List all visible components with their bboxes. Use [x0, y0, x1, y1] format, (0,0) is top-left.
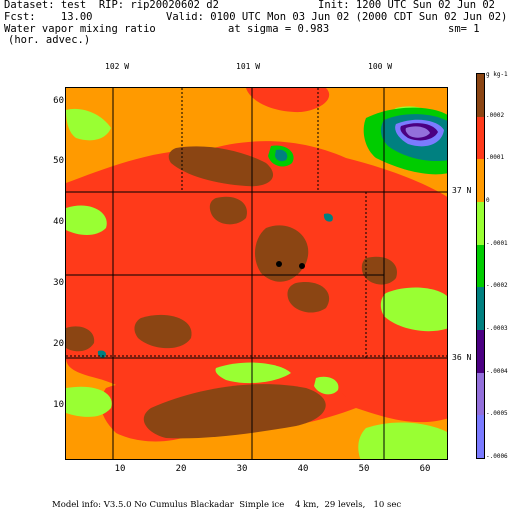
colorbar-swatch — [477, 287, 484, 330]
contour-teal-b — [275, 149, 288, 162]
x-tick-20: 20 — [175, 464, 187, 474]
contour-brown-e — [134, 314, 192, 349]
init-time-label: Init: 1200 UTC Sun 02 Jun 02 — [318, 0, 496, 11]
colorbar-unit: g kg-1 — [486, 71, 508, 78]
contour-low-violet — [405, 126, 430, 138]
y-tick-20: 20 — [53, 339, 64, 349]
x-tick-30: 30 — [236, 464, 248, 474]
contour-teal-e — [323, 213, 333, 222]
latitude-label-36n: 36 N — [452, 353, 472, 362]
smoothing-label: sm= 1 — [448, 23, 480, 35]
colorbar-swatch — [477, 244, 484, 288]
contour-brown-c — [254, 225, 309, 282]
contour-green-b — [66, 205, 107, 235]
y-tick-30: 30 — [53, 278, 64, 288]
station-marker — [276, 261, 282, 267]
advection-note-label: (hor. advec.) — [8, 34, 91, 46]
colorbar-label: 0 — [486, 197, 490, 204]
y-tick-10: 10 — [53, 400, 64, 410]
colorbar-label: -.0003 — [486, 325, 508, 332]
colorbar-swatch — [477, 415, 484, 458]
contour-brown-f — [143, 384, 326, 439]
forecast-hour-label: Fcst: 13.00 — [4, 11, 93, 23]
dataset-label: Dataset: test RIP: rip20020602 d2 — [4, 0, 219, 11]
colorbar — [476, 73, 485, 459]
colorbar-swatch — [477, 201, 484, 245]
contour-green-h — [314, 376, 339, 395]
contour-brown-h — [361, 256, 397, 285]
colorbar-label: -.0005 — [486, 410, 508, 418]
colorbar-label: -.0006 — [486, 453, 508, 460]
contour-green-d — [215, 362, 291, 384]
y-tick-50: 50 — [53, 156, 64, 166]
contour-red-east — [325, 338, 447, 423]
contour-field — [66, 88, 447, 459]
model-info-footer: Model info: V3.5.0 No Cumulus Blackadar … — [52, 500, 402, 510]
colorbar-swatch — [477, 116, 484, 160]
contour-brown-a — [168, 146, 274, 187]
x-tick-60: 60 — [419, 464, 431, 474]
longitude-label-102w: 102 W — [105, 62, 130, 71]
x-tick-10: 10 — [114, 464, 126, 474]
colorbar-swatch — [477, 159, 484, 202]
contour-green-f — [358, 422, 447, 459]
contour-green-c — [66, 386, 112, 417]
mixing-ratio-map — [65, 87, 448, 460]
colorbar-label: -.0002 — [486, 282, 508, 290]
sigma-level-label: at sigma = 0.983 — [228, 23, 330, 35]
station-marker — [299, 263, 305, 269]
latitude-label-37n: 37 N — [452, 186, 472, 195]
x-tick-40: 40 — [297, 464, 309, 474]
colorbar-label: -.0004 — [486, 367, 508, 375]
x-tick-50: 50 — [358, 464, 370, 474]
colorbar-swatch — [477, 74, 484, 117]
y-tick-40: 40 — [53, 217, 64, 227]
contour-brown-d — [287, 282, 330, 313]
contour-green-a — [66, 108, 111, 141]
valid-time-label: Valid: 0100 UTC Mon 03 Jun 02 (2000 CDT … — [166, 11, 508, 23]
contour-brown-g — [66, 326, 95, 352]
contour-green-e — [380, 287, 447, 332]
colorbar-label: -.0001 — [486, 239, 508, 247]
y-tick-60: 60 — [53, 96, 64, 106]
colorbar-label: .0002 — [486, 111, 505, 119]
longitude-label-101w: 101 W — [236, 62, 261, 71]
state-boundaries — [66, 88, 447, 459]
colorbar-label: .0001 — [486, 154, 505, 162]
contour-red-top — [246, 88, 330, 113]
colorbar-swatch — [477, 372, 484, 416]
field-name-label: Water vapor mixing ratio — [4, 23, 156, 35]
county-boundaries — [66, 88, 447, 358]
contour-brown-b — [209, 196, 247, 225]
colorbar-swatch — [477, 329, 484, 373]
longitude-label-100w: 100 W — [368, 62, 393, 71]
